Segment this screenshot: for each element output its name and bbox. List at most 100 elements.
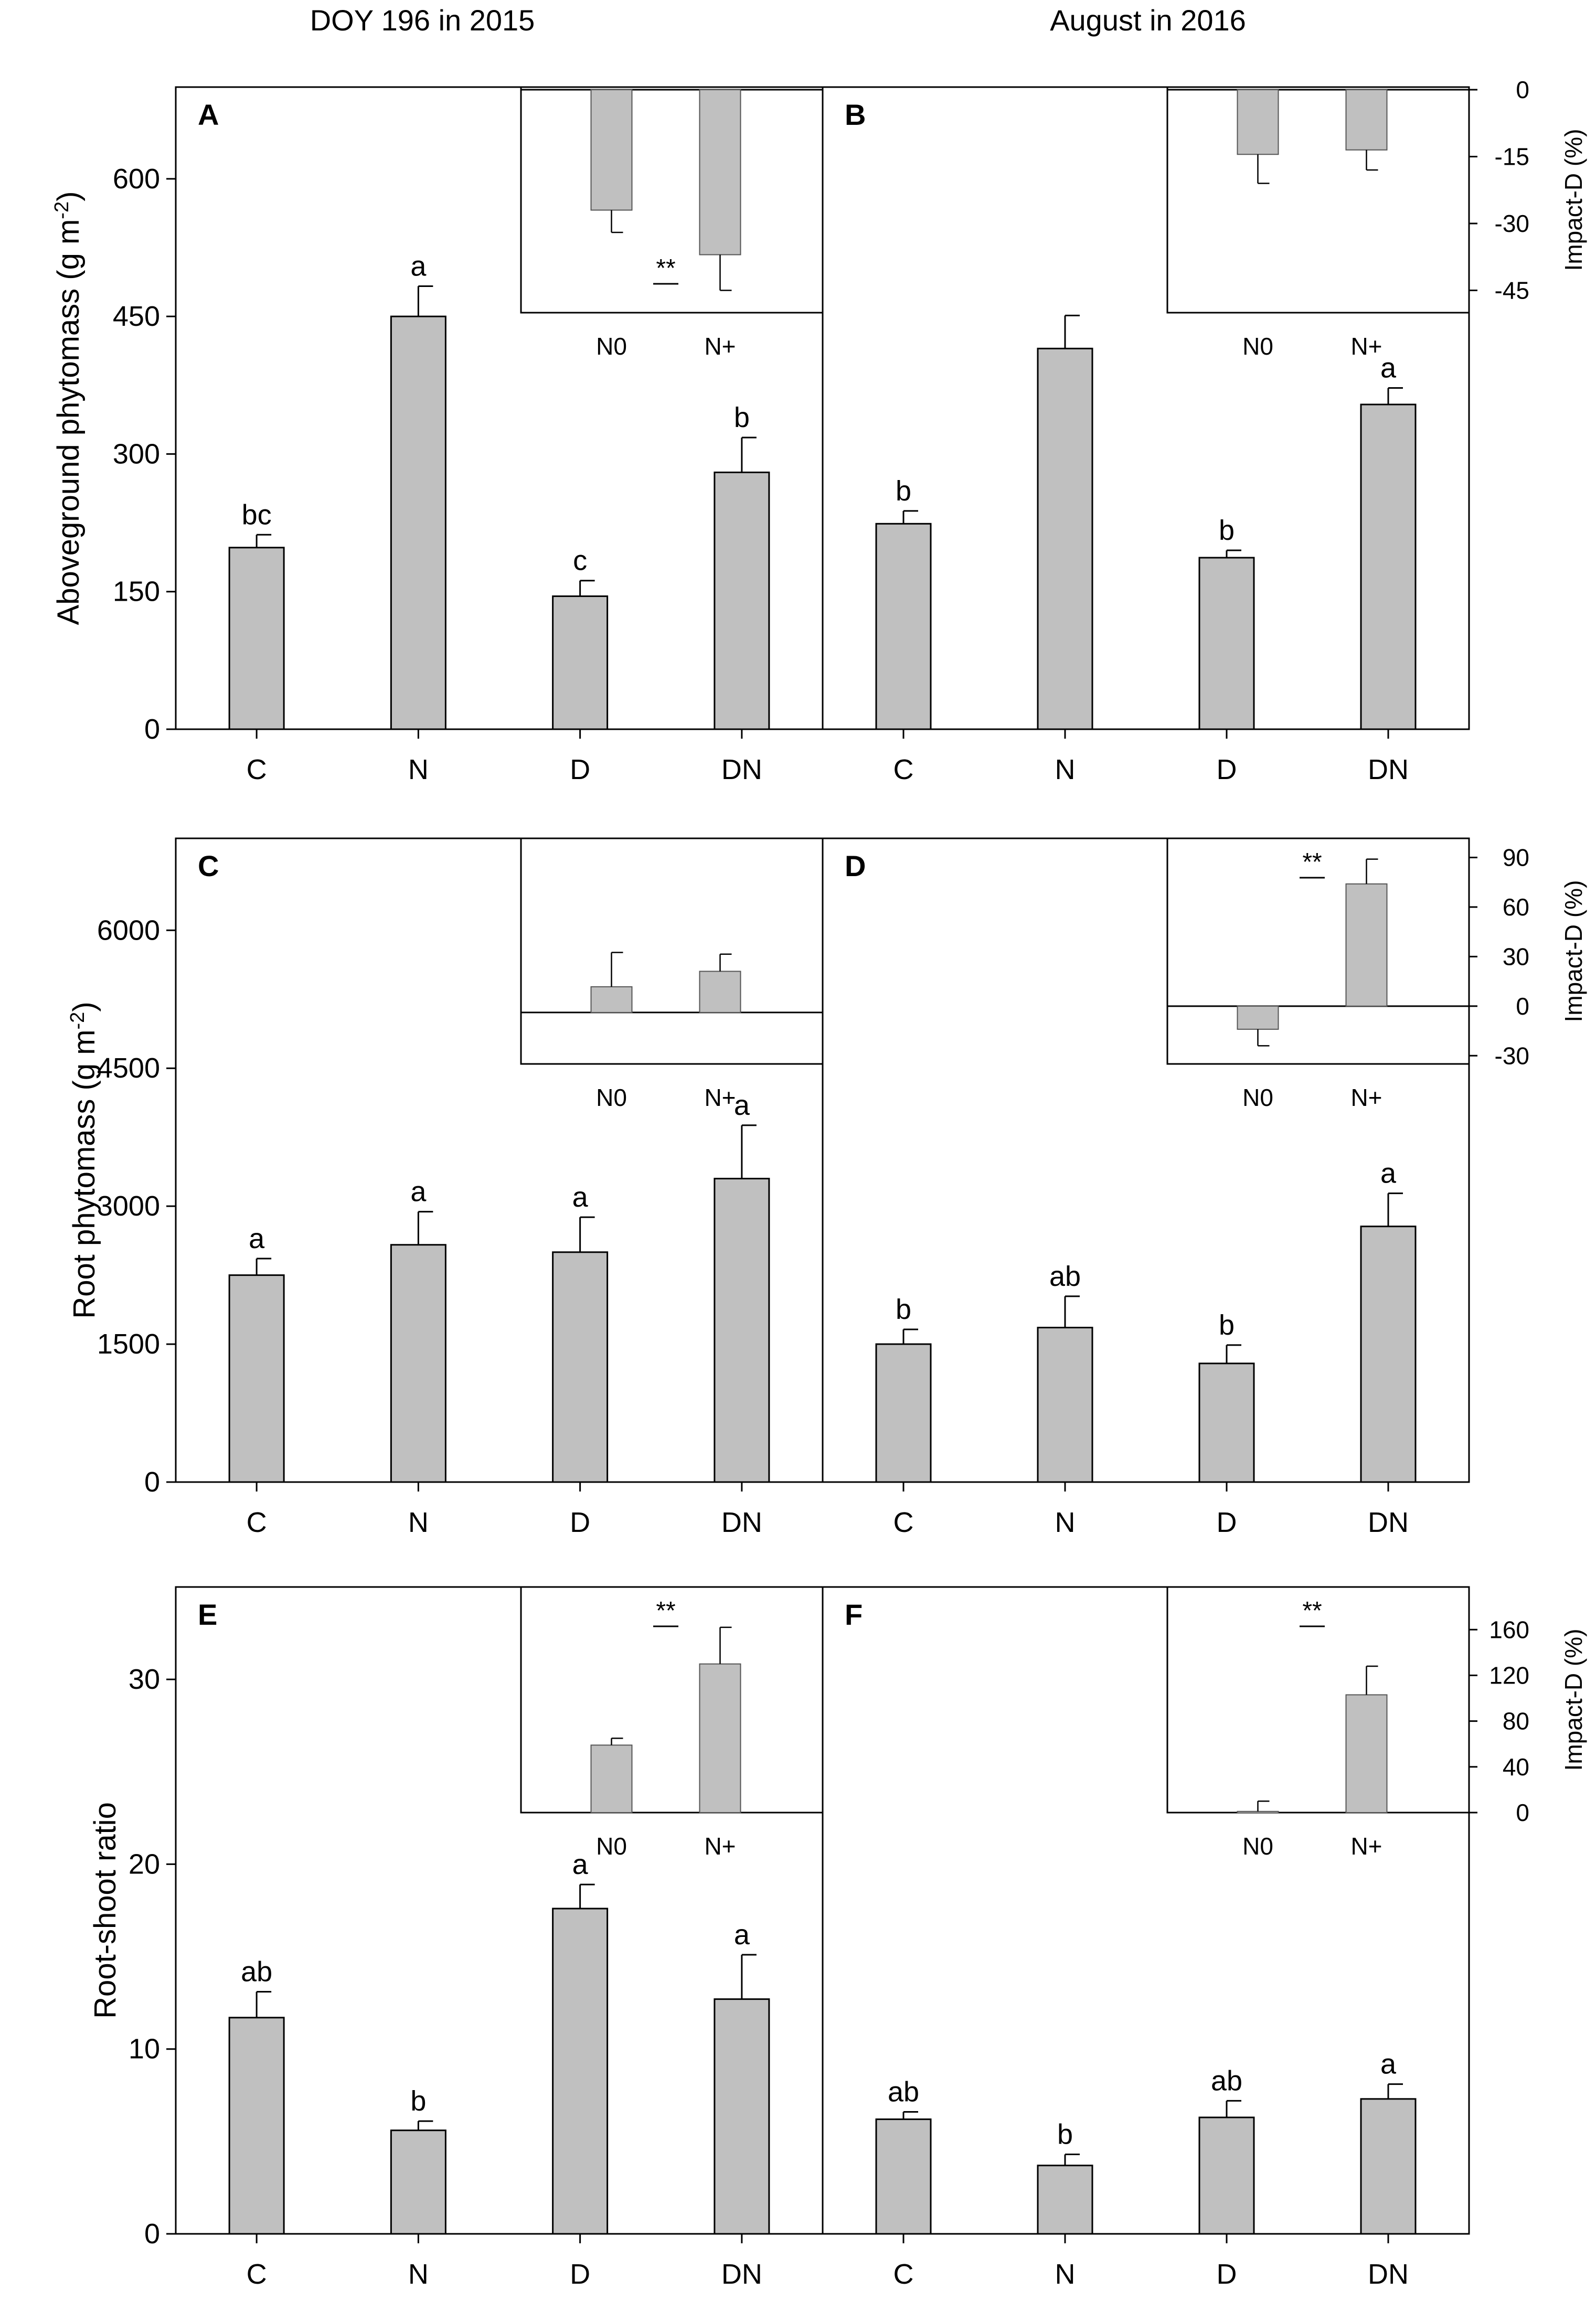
significance-letter: ab bbox=[1049, 1261, 1081, 1292]
x-tick-label: N bbox=[1055, 1507, 1076, 1538]
x-tick-label: D bbox=[570, 754, 590, 785]
bar-d bbox=[552, 1251, 609, 1483]
significance-letter: b bbox=[1219, 515, 1235, 546]
significance-letter: a bbox=[1380, 2049, 1397, 2080]
inset-x-label: N0 bbox=[596, 333, 627, 360]
x-tick-label: C bbox=[247, 754, 267, 785]
x-tick-label: DN bbox=[721, 754, 762, 785]
bar-c bbox=[228, 2017, 285, 2235]
y-axis-label: Root-shoot ratio bbox=[88, 1802, 122, 2019]
inset-bar-nplus bbox=[1345, 1694, 1388, 1814]
x-tick-label: C bbox=[247, 1507, 267, 1538]
significance-letter: a bbox=[734, 1919, 750, 1951]
x-tick-label: C bbox=[247, 2259, 267, 2290]
inset-x-label: N0 bbox=[1242, 1833, 1273, 1860]
column-title-right: August in 2016 bbox=[1050, 4, 1246, 37]
inset-y-tick-label: 60 bbox=[1503, 893, 1529, 921]
significance-letter: a bbox=[410, 1176, 427, 1208]
y-tick-label: 150 bbox=[113, 576, 160, 608]
inset-x-label: N+ bbox=[1350, 1084, 1382, 1111]
significance-letter: b bbox=[1057, 2119, 1073, 2150]
panel-d: Db Cab Nb Da DN N0 N+ ** -30 0 30 60 90 Impact-D (%) bbox=[822, 837, 1587, 1538]
bar-c bbox=[228, 547, 285, 730]
inset-chart: N0 N+ 0 -15 -30 -45 Impact-D (%) bbox=[1166, 76, 1587, 360]
bar-n bbox=[1037, 347, 1093, 730]
inset-bar-nplus bbox=[1345, 89, 1388, 151]
bar-d bbox=[1198, 2116, 1255, 2235]
bar-n bbox=[390, 2129, 446, 2235]
panel-letter: B bbox=[845, 98, 866, 131]
inset-frame bbox=[520, 837, 824, 1065]
inset-bar-nplus bbox=[699, 89, 741, 255]
bar-c bbox=[875, 1343, 932, 1483]
inset-y-axis-label: Impact-D (%) bbox=[1560, 129, 1587, 271]
x-tick-label: D bbox=[1217, 754, 1237, 785]
x-tick-label: DN bbox=[1368, 754, 1409, 785]
bar-n bbox=[390, 315, 446, 730]
significance-letter: b bbox=[896, 475, 911, 507]
significance-letter: a bbox=[1380, 1158, 1397, 1189]
panel-letter: D bbox=[845, 849, 866, 882]
y-tick-label: 0 bbox=[144, 713, 160, 745]
inset-bar-n0 bbox=[1237, 1005, 1279, 1030]
panel-b: Bb C Nb Da DN N0 N+ 0 -15 -30 -45 Impact-D (%) bbox=[822, 76, 1587, 785]
inset-y-tick-label: 120 bbox=[1489, 1661, 1529, 1689]
bar-d bbox=[552, 1908, 609, 2235]
inset-x-label: N+ bbox=[1350, 333, 1382, 360]
column-title-left: DOY 196 in 2015 bbox=[310, 4, 535, 37]
significance-marker: ** bbox=[1302, 848, 1322, 876]
y-tick-label: 4500 bbox=[97, 1052, 160, 1084]
significance-letter: a bbox=[734, 1090, 750, 1121]
inset-x-label: N+ bbox=[704, 1084, 736, 1111]
inset-bar-n0 bbox=[590, 986, 633, 1013]
x-tick-label: D bbox=[1217, 1507, 1237, 1538]
x-tick-label: D bbox=[1217, 2259, 1237, 2290]
x-tick-label: N bbox=[408, 754, 429, 785]
significance-letter: b bbox=[410, 2085, 426, 2117]
panel-letter: F bbox=[845, 1598, 863, 1631]
plot-frame bbox=[822, 837, 1470, 1483]
bar-d bbox=[1198, 557, 1255, 730]
significance-letter: b bbox=[1219, 1309, 1235, 1341]
inset-y-tick-label: -30 bbox=[1495, 1042, 1529, 1069]
inset-x-label: N0 bbox=[1242, 333, 1273, 360]
panel-letter: A bbox=[198, 98, 219, 131]
inset-bar-nplus bbox=[699, 1663, 741, 1814]
x-tick-label: N bbox=[1055, 754, 1076, 785]
panel-letter: E bbox=[198, 1598, 217, 1631]
inset-y-tick-label: -15 bbox=[1495, 143, 1529, 171]
inset-x-label: N0 bbox=[1242, 1084, 1273, 1111]
panel-c: C 0 1500 3000 4500 6000 Root phytomass (g m-2)… bbox=[67, 837, 824, 1538]
panel-f: Fab Cb Nab Da DN N0 N+ ** 0 40 80 120 160 Impact-D (%… bbox=[822, 1586, 1587, 2290]
inset-chart: N0 N+ ** -30 0 30 60 90 Impact-D (%) bbox=[1166, 837, 1587, 1111]
inset-y-tick-label: 0 bbox=[1516, 76, 1529, 103]
y-tick-label: 3000 bbox=[97, 1190, 160, 1222]
bar-dn bbox=[714, 1998, 770, 2235]
inset-bar-n0 bbox=[590, 1744, 633, 1813]
inset-bar-nplus bbox=[699, 971, 741, 1013]
significance-marker: ** bbox=[656, 1597, 675, 1625]
inset-bar-n0 bbox=[1237, 1810, 1279, 1814]
y-tick-label: 0 bbox=[144, 1466, 160, 1498]
inset-frame bbox=[1166, 837, 1470, 1065]
y-tick-label: 6000 bbox=[97, 914, 160, 946]
x-tick-label: DN bbox=[1368, 2259, 1409, 2290]
x-tick-label: C bbox=[893, 1507, 914, 1538]
inset-y-tick-label: -30 bbox=[1495, 210, 1529, 237]
y-tick-label: 450 bbox=[113, 301, 160, 332]
x-tick-label: DN bbox=[721, 2259, 762, 2290]
bar-c bbox=[875, 523, 932, 730]
bar-dn bbox=[714, 1178, 770, 1483]
inset-chart: N0 N+ ** 0 40 80 120 160 Impact-D (%) bbox=[1166, 1586, 1587, 1860]
bar-dn bbox=[1360, 403, 1417, 730]
inset-chart: N0 N+ ** bbox=[520, 1586, 824, 1860]
significance-letter: a bbox=[249, 1223, 265, 1254]
inset-y-tick-label: 40 bbox=[1503, 1753, 1529, 1781]
inset-y-tick-label: 80 bbox=[1503, 1708, 1529, 1735]
inset-y-tick-label: -45 bbox=[1495, 277, 1529, 304]
y-tick-label: 0 bbox=[144, 2218, 160, 2250]
inset-bar-nplus bbox=[1345, 883, 1388, 1007]
panel-e: E 0 10 20 30 Root-shoot ratio ab Cb Na Da DN N0 N+ ** bbox=[88, 1586, 824, 2290]
x-tick-label: N bbox=[408, 1507, 429, 1538]
y-tick-label: 1500 bbox=[97, 1328, 160, 1360]
